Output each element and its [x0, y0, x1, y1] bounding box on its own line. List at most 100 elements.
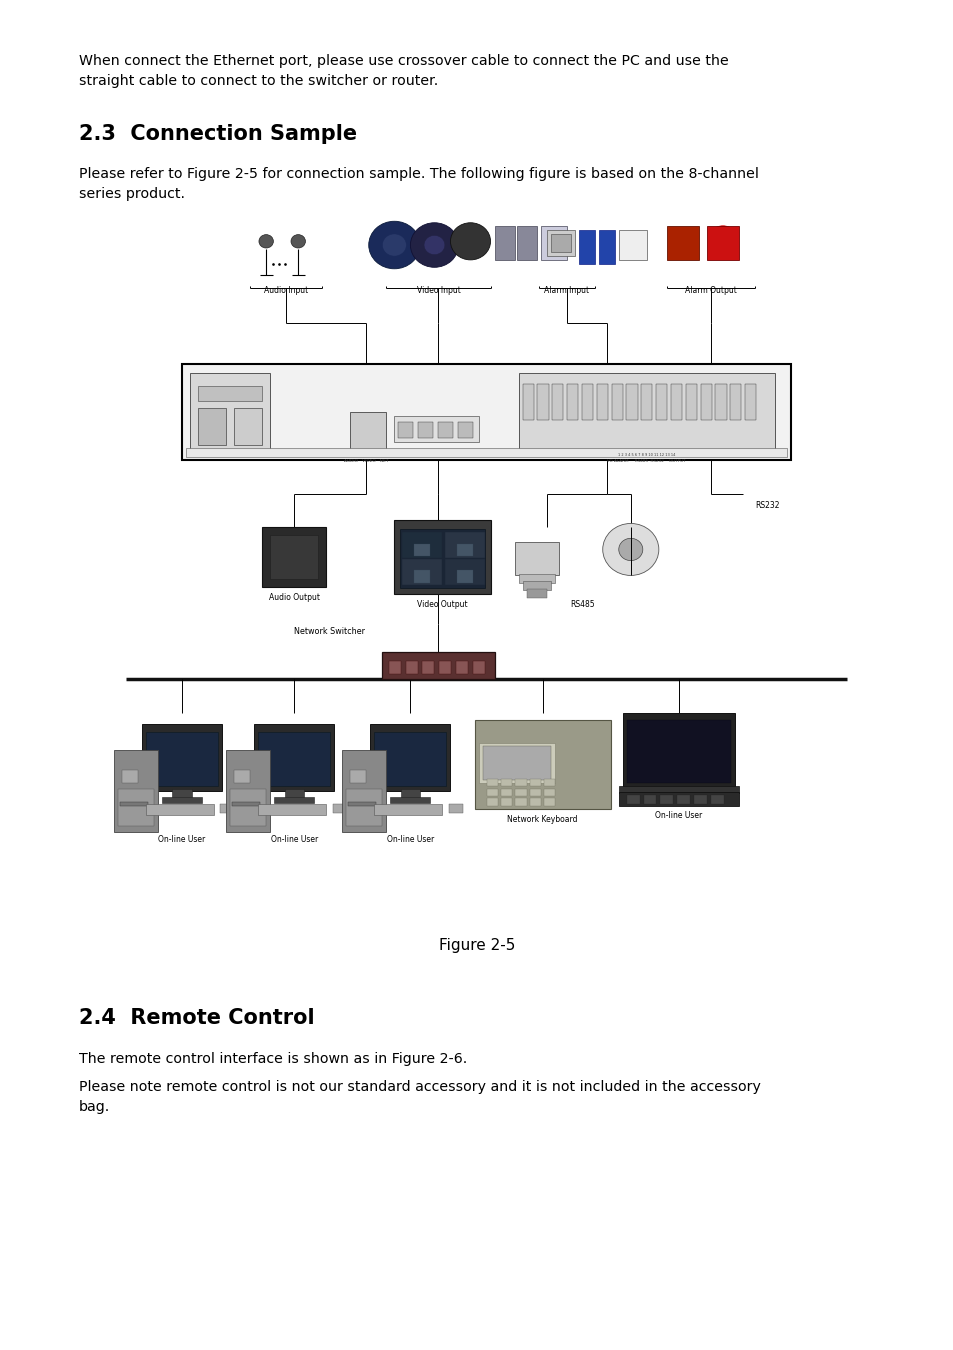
Bar: [348, 802, 375, 806]
Bar: [226, 749, 270, 832]
Bar: [522, 383, 534, 420]
Text: Please note remote control is not our standard accessory and it is not included : Please note remote control is not our st…: [79, 1080, 760, 1114]
Bar: [626, 721, 730, 783]
Bar: [529, 798, 540, 806]
Bar: [399, 529, 484, 589]
Bar: [706, 227, 739, 259]
Bar: [710, 795, 723, 805]
Bar: [656, 383, 666, 420]
Bar: [394, 520, 490, 594]
Bar: [526, 589, 546, 598]
Circle shape: [618, 539, 642, 560]
Bar: [262, 526, 326, 586]
Bar: [346, 788, 382, 826]
Bar: [400, 790, 419, 798]
Bar: [394, 416, 478, 441]
Bar: [515, 798, 526, 806]
Circle shape: [354, 417, 382, 444]
Circle shape: [279, 544, 309, 570]
Bar: [611, 383, 622, 420]
Bar: [253, 724, 334, 791]
Bar: [389, 660, 400, 674]
Bar: [142, 724, 222, 791]
Bar: [500, 779, 512, 786]
Bar: [729, 383, 740, 420]
Bar: [552, 383, 563, 420]
Circle shape: [572, 763, 584, 775]
Bar: [274, 798, 314, 803]
Text: I/O ALARM     RS485  RS232    OUTPUT: I/O ALARM RS485 RS232 OUTPUT: [607, 459, 685, 463]
Bar: [529, 779, 540, 786]
Text: 1 2 3 4 5 6 7 8 9 10 11 12 13 14: 1 2 3 4 5 6 7 8 9 10 11 12 13 14: [618, 452, 675, 456]
Bar: [486, 798, 497, 806]
Text: Audio Input: Audio Input: [264, 286, 308, 294]
Bar: [146, 732, 218, 786]
Bar: [474, 721, 610, 809]
Bar: [350, 412, 386, 450]
Bar: [540, 227, 566, 259]
Bar: [118, 788, 153, 826]
Bar: [581, 383, 593, 420]
Bar: [284, 790, 303, 798]
Bar: [622, 713, 734, 787]
Bar: [640, 383, 652, 420]
Bar: [198, 386, 262, 401]
Bar: [685, 383, 696, 420]
Circle shape: [369, 221, 419, 269]
Circle shape: [670, 228, 694, 250]
Text: Video Input: Video Input: [416, 286, 460, 294]
Bar: [190, 374, 270, 451]
Bar: [744, 383, 756, 420]
Bar: [449, 805, 463, 813]
Text: On-line User: On-line User: [271, 836, 317, 844]
Text: Video Output: Video Output: [416, 599, 467, 609]
Bar: [715, 383, 726, 420]
Text: Please refer to Figure 2-5 for connection sample. The following figure is based : Please refer to Figure 2-5 for connectio…: [79, 167, 759, 201]
Bar: [444, 559, 484, 585]
Circle shape: [291, 235, 305, 248]
Bar: [233, 769, 250, 783]
Bar: [550, 234, 570, 252]
Bar: [122, 769, 138, 783]
Text: 2.3  Connection Sample: 2.3 Connection Sample: [79, 124, 357, 144]
Bar: [456, 570, 473, 583]
Bar: [618, 230, 646, 259]
Text: 2.4  Remote Control: 2.4 Remote Control: [79, 1008, 314, 1029]
Bar: [515, 779, 526, 786]
Bar: [515, 788, 526, 796]
Bar: [482, 747, 550, 780]
Text: Network Switcher: Network Switcher: [294, 628, 365, 636]
Circle shape: [361, 425, 375, 436]
Bar: [186, 448, 786, 456]
Bar: [518, 574, 554, 583]
Bar: [494, 227, 514, 259]
Bar: [458, 421, 473, 437]
Bar: [666, 227, 699, 259]
Bar: [422, 660, 434, 674]
Text: RS232: RS232: [754, 501, 779, 510]
Circle shape: [389, 657, 394, 661]
Circle shape: [562, 753, 594, 783]
Bar: [398, 421, 413, 437]
Bar: [113, 749, 158, 832]
Bar: [374, 732, 446, 786]
Bar: [546, 230, 574, 256]
Circle shape: [708, 225, 737, 252]
Bar: [172, 790, 192, 798]
Circle shape: [459, 537, 469, 547]
Text: Figure 2-5: Figure 2-5: [438, 938, 515, 953]
Bar: [473, 660, 484, 674]
Circle shape: [423, 235, 444, 255]
Bar: [500, 798, 512, 806]
Bar: [402, 532, 442, 559]
Circle shape: [225, 807, 230, 813]
Bar: [146, 805, 213, 815]
Bar: [543, 798, 555, 806]
Bar: [543, 779, 555, 786]
Bar: [517, 227, 537, 259]
Text: Alarm Input: Alarm Input: [543, 286, 589, 294]
Bar: [543, 788, 555, 796]
Bar: [370, 724, 450, 791]
Bar: [578, 230, 594, 263]
Circle shape: [482, 657, 487, 661]
